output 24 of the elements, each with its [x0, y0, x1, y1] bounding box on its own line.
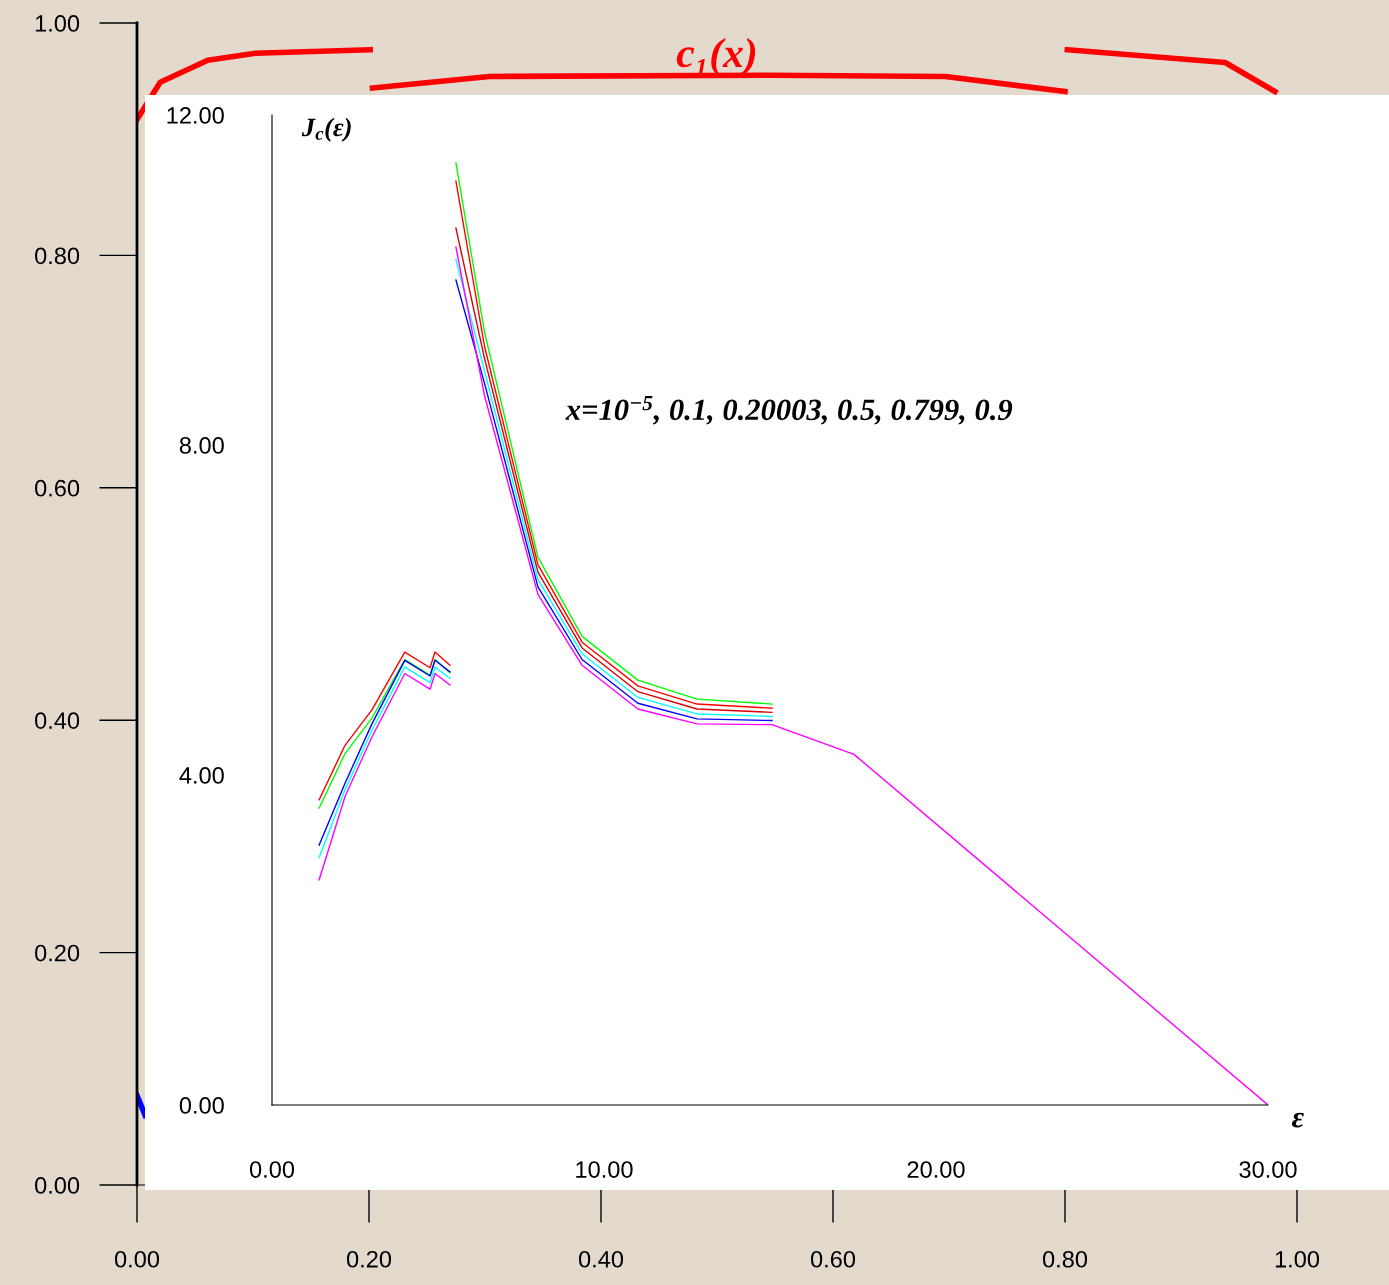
- x-tick-label: 0.20: [346, 1250, 392, 1268]
- x-tick-label: 0.40: [578, 1250, 624, 1268]
- x-tick-label: 0.60: [810, 1250, 856, 1268]
- chart-title: c₁(x): [676, 38, 756, 76]
- y-axis-title: J$_{c}$(ε): [301, 117, 351, 142]
- y-tick-label: 0.00: [179, 1097, 224, 1114]
- y-tick-label: 8.00: [179, 437, 224, 454]
- x-tick-label: 0.80: [1042, 1250, 1088, 1268]
- y-tick-label: 4.00: [179, 767, 224, 784]
- y-tick-label: 0.80: [35, 247, 80, 265]
- y-tick-label: 0.40: [35, 712, 80, 729]
- x-tick-label: 1.00: [1275, 1250, 1320, 1268]
- annotation: x=10$^{−5}$, 0.1, 0.20003, 0.5, 0.799, 0.9: [565, 396, 1013, 425]
- y-tick-label: 0.00: [35, 1177, 80, 1194]
- x-tick-label: 0.00: [114, 1250, 160, 1268]
- x-tick-label: 20.00: [907, 1161, 965, 1178]
- x-axis-title: ε: [1291, 1112, 1304, 1128]
- y-tick-label: 1.00: [35, 15, 80, 32]
- y-tick-label: 0.20: [35, 944, 80, 962]
- x-tick-label: 10.00: [576, 1161, 633, 1178]
- x-tick-label: 0.00: [249, 1161, 295, 1178]
- x-tick-label: 30.00: [1239, 1161, 1297, 1178]
- y-tick-label: 12.00: [167, 107, 224, 124]
- y-tick-label: 0.60: [35, 479, 80, 497]
